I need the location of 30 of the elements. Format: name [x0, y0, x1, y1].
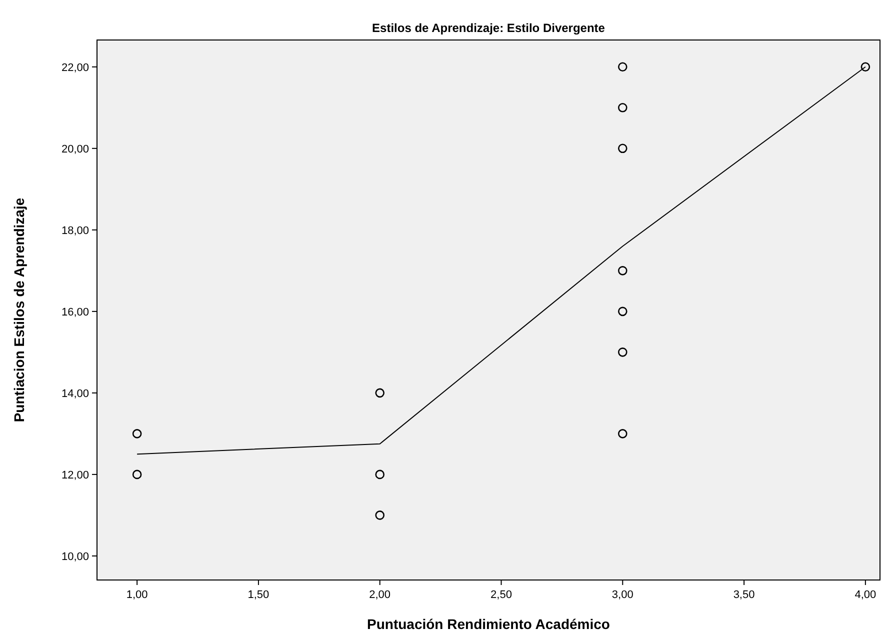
point: [860, 62, 870, 72]
x-axis-title: Puntuación Rendimiento Académico: [367, 616, 610, 632]
point: [618, 62, 628, 72]
point: [375, 470, 384, 480]
y-tick-label: 20,00: [61, 143, 89, 156]
x-tick-label: 2,50: [490, 589, 512, 601]
point: [375, 388, 384, 398]
x-tick-label: 2,00: [369, 589, 391, 601]
x-tick-label: 1,00: [126, 589, 148, 601]
y-tick-label: 16,00: [61, 306, 89, 318]
point: [618, 266, 628, 276]
y-axis-title: Puntiacion Estilos de Aprendizaje: [11, 198, 27, 422]
point: [618, 348, 628, 357]
y-tick-label: 10,00: [61, 550, 89, 563]
y-tick-label: 14,00: [61, 388, 89, 400]
x-tick-label: 1,50: [248, 589, 270, 601]
chart-title: Estilos de Aprendizaje: Estilo Divergente: [372, 21, 606, 35]
y-tick-label: 12,00: [61, 469, 89, 482]
x-tick-label: 3,50: [733, 589, 755, 601]
point: [618, 144, 628, 154]
point: [618, 429, 628, 438]
point: [132, 470, 142, 480]
point: [618, 306, 628, 316]
x-tick-label: 3,00: [612, 589, 634, 601]
point: [132, 429, 142, 438]
y-tick-label: 18,00: [61, 224, 89, 237]
x-tick-label: 4,00: [854, 589, 876, 601]
point: [618, 103, 628, 112]
point: [375, 510, 384, 520]
y-tick-label: 22,00: [61, 62, 89, 74]
